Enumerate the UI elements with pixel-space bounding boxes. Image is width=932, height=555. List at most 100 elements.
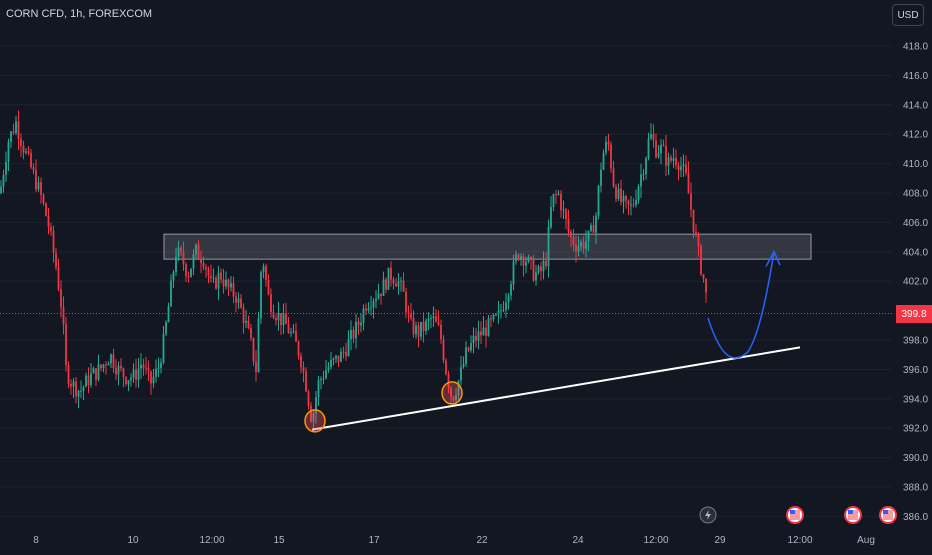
candle-body <box>487 318 490 337</box>
candle-body <box>277 313 280 321</box>
candle-body <box>240 298 242 308</box>
candle-body <box>325 370 327 379</box>
candle-body <box>100 364 102 369</box>
candle-body <box>482 327 485 336</box>
candle-body <box>522 256 525 266</box>
candle-body <box>480 331 482 336</box>
candle-body <box>167 306 170 323</box>
candle-body <box>217 272 220 289</box>
candle-body <box>637 186 640 201</box>
candle-body <box>565 209 567 220</box>
candle-body <box>97 364 100 380</box>
y-tick-label: 414.0 <box>903 100 928 111</box>
us-flag-icon <box>844 506 862 524</box>
x-tick-label: 17 <box>368 535 380 546</box>
candle-body <box>102 364 105 369</box>
candle-body <box>377 293 380 299</box>
x-tick-label: 12:00 <box>199 535 224 546</box>
candle-body <box>542 260 545 272</box>
x-tick-label: 10 <box>127 535 139 546</box>
candle-body <box>280 313 282 326</box>
last-price-tag: 399.8 <box>896 305 932 323</box>
candle-body <box>195 244 197 255</box>
x-tick-label: 12:00 <box>643 535 668 546</box>
candle-body <box>180 247 182 253</box>
y-tick-label: 394.0 <box>903 394 928 405</box>
candle-body <box>392 279 395 284</box>
candle-body <box>52 230 55 253</box>
candle-body <box>200 258 202 263</box>
candle-body <box>567 219 570 232</box>
candle-body <box>285 313 287 325</box>
candle-body <box>250 328 252 339</box>
candle-body <box>520 256 522 259</box>
x-tick-label: 29 <box>714 535 726 546</box>
candle-body <box>215 277 217 289</box>
candle-body <box>587 230 590 242</box>
candle-body <box>307 391 310 406</box>
candle-body <box>310 405 312 422</box>
candle-body <box>290 332 292 334</box>
candle-body <box>665 145 667 166</box>
candle-body <box>657 153 660 158</box>
candle-body <box>660 144 662 154</box>
candle-body <box>115 368 117 375</box>
candle-body <box>662 144 665 146</box>
candle-body <box>157 367 160 369</box>
candle-body <box>327 367 330 371</box>
candle-body <box>635 200 637 205</box>
flag-canton <box>883 510 888 514</box>
candle-body <box>340 351 342 362</box>
x-tick-label: 8 <box>33 535 39 546</box>
candle-body <box>117 365 120 375</box>
candle-body <box>175 256 177 273</box>
candle-body <box>700 246 702 275</box>
axis-layer: 418.0 416.0 414.0 412.0 410.0 408.0 406.0 404.0… <box>33 42 928 547</box>
candle-body <box>400 280 402 282</box>
currency-button[interactable]: USD <box>892 4 924 26</box>
candle-body <box>162 333 165 363</box>
candle-body <box>220 272 222 280</box>
candle-body <box>37 182 40 190</box>
candle-body <box>697 234 700 247</box>
candle-body <box>192 254 195 269</box>
candle-body <box>330 359 332 368</box>
candle-body <box>422 321 425 331</box>
candle-body <box>550 207 552 228</box>
candle-body <box>75 381 77 397</box>
zone-layer <box>163 233 812 260</box>
candle-body <box>437 322 440 325</box>
resistance-zone <box>163 233 812 260</box>
us-flag-icon <box>786 506 804 524</box>
x-tick-label: Aug <box>857 535 875 546</box>
candle-body <box>107 363 110 366</box>
candle-body <box>257 318 260 373</box>
candle-body <box>20 138 22 146</box>
candle-body <box>405 291 407 313</box>
candle-body <box>82 386 85 391</box>
candle-body <box>675 158 677 166</box>
candle-body <box>235 296 237 303</box>
candle-body <box>610 144 612 169</box>
candle-body <box>415 325 417 335</box>
candle-body <box>197 244 200 259</box>
candle-body <box>90 373 92 386</box>
candle-body <box>597 186 600 216</box>
candle-body <box>702 274 705 279</box>
candle-body <box>130 377 132 381</box>
candle-body <box>345 351 347 356</box>
candle-body <box>602 152 605 170</box>
candle-body <box>507 295 510 303</box>
candle-body <box>32 167 35 171</box>
symbol-title: CORN CFD, 1h, FOREXCOM <box>6 8 153 20</box>
candle-body <box>427 318 430 321</box>
candle-body <box>232 283 235 297</box>
candle-body <box>552 194 555 208</box>
candle-body <box>170 280 172 307</box>
candle-body <box>305 371 307 392</box>
candle-body <box>470 343 472 351</box>
candle-body <box>620 188 622 203</box>
candle-body <box>132 369 135 378</box>
